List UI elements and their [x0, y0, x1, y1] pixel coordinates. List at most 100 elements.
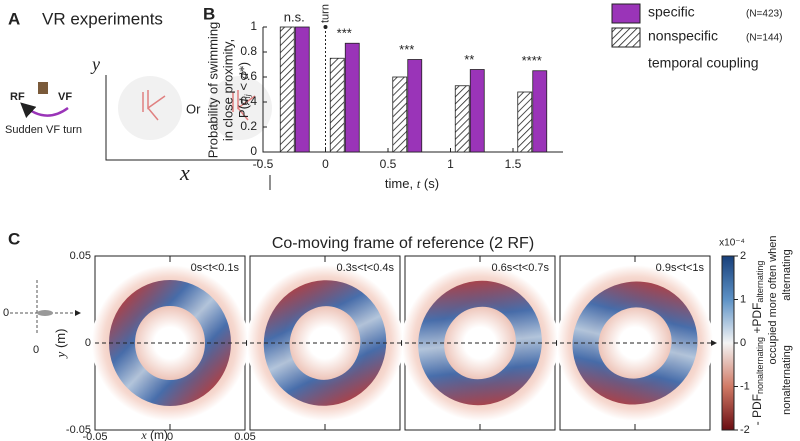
legend: specific (N=423) nonspecific (N=144) tempora… — [611, 3, 782, 71]
turn-dot — [323, 25, 328, 29]
bar — [532, 70, 548, 153]
legend-count: (N=423) — [746, 9, 782, 20]
vf-label: VF — [58, 91, 72, 103]
colorbar-label: nonalternating — [781, 345, 793, 415]
x-tick-label: 1 — [447, 157, 454, 171]
colorbar-label: - PDFnonalternating +PDFalternating — [750, 261, 765, 426]
x-axis-label: time, t (s) — [385, 176, 439, 191]
y-tick-label: -0.05 — [66, 424, 91, 436]
x-tick-label: 0.05 — [234, 431, 255, 441]
legend-label: nonspecific — [648, 28, 718, 44]
bar — [469, 69, 485, 153]
bar-chart: 00.20.40.60.81-0.5 0 0.5 1 1.5turnn.s.******… — [240, 4, 563, 171]
label-part: d — [236, 98, 251, 105]
fish-icon — [37, 310, 53, 316]
x-tick-label: -0.5 — [253, 157, 274, 171]
y-tick-label: 0.05 — [70, 250, 91, 262]
y-axis-label: in close proximity, — [220, 39, 235, 141]
legend-note: temporal coupling — [648, 55, 759, 71]
label-part: time, — [385, 176, 417, 191]
legend-swatch — [611, 3, 641, 24]
y-tick-label: 0.2 — [240, 119, 257, 133]
x-tick-label: 0 — [167, 431, 173, 441]
arena — [208, 76, 272, 140]
x-tick-label: 0.5 — [380, 157, 397, 171]
label-part: t — [417, 176, 421, 191]
turn-label: turn — [319, 4, 331, 23]
colorbar-tick-label: 0 — [740, 337, 746, 349]
bar — [517, 91, 533, 153]
bar — [344, 42, 360, 153]
turn-arrow — [20, 102, 69, 118]
x-axis-label: x — [179, 160, 190, 185]
legend-swatch — [611, 27, 641, 48]
y-tick-label: 0.8 — [240, 44, 257, 58]
heatmap-ring — [572, 281, 698, 405]
trajectory-icon — [232, 90, 256, 121]
x-tick-label: 1.5 — [505, 157, 522, 171]
bar — [454, 85, 470, 153]
or-label: Or — [186, 101, 201, 116]
y-tick-label: 0 — [85, 337, 91, 349]
label-part: - PDF — [750, 394, 764, 425]
y-axis-label: P(dij < d*) — [236, 62, 252, 118]
significance-label: *** — [399, 42, 414, 57]
significance-label: n.s. — [284, 9, 305, 24]
colorbar-label: alternating — [781, 249, 793, 300]
label-part: P( — [236, 104, 251, 118]
trajectory-icon — [142, 90, 166, 121]
heatmap-ring — [263, 280, 387, 406]
x-tick-label: 0 — [322, 157, 329, 171]
colorbar-tick-label: 1 — [740, 293, 746, 305]
rf-label: RF — [10, 91, 25, 103]
label-part: +PDF — [750, 303, 764, 337]
panel-time-label: 0.3s<t<0.4s — [337, 262, 395, 274]
panel-label: B — [203, 4, 215, 23]
legend-label: specific — [648, 4, 695, 20]
y-axis-label: y (m) — [53, 329, 68, 360]
label-part: y — [53, 351, 68, 359]
metronome-icon — [38, 82, 48, 94]
colorbar-tick-label: -2 — [740, 424, 750, 436]
axes — [105, 75, 260, 161]
arena — [118, 76, 182, 140]
label-part: nonalternating — [755, 337, 765, 394]
schematic-label: 0 — [33, 344, 39, 356]
colorbar-label: occupied more often when — [767, 235, 779, 364]
colorbar-tick-label: 2 — [740, 250, 746, 262]
label-part: < — [236, 79, 251, 94]
label-part: alternating — [755, 261, 765, 303]
heatmaps: 0s<t<0.1s 0.05 0 -0.05-0.05 0 0.05 0.3s<t<0.4s… — [66, 250, 750, 441]
legend-count: (N=144) — [746, 33, 782, 44]
colorbar-exponent: x10⁻⁴ — [719, 238, 745, 249]
x-tick-label: -0.05 — [82, 431, 107, 441]
panel-time-label: 0.6s<t<0.7s — [492, 262, 550, 274]
significance-label: *** — [337, 26, 352, 41]
x-axis-label: x (m) — [140, 428, 168, 441]
y-axis-label: Probability of swimming — [205, 22, 220, 159]
panel-title: VR experiments — [42, 9, 163, 28]
label-part: ij — [243, 93, 252, 98]
significance-label: ** — [464, 52, 474, 67]
label-part: (m) — [147, 428, 168, 441]
schematic-label: 0 — [3, 307, 9, 319]
colorbar-tick-label: -1 — [740, 380, 750, 392]
bar — [294, 26, 310, 153]
panel-label: C — [8, 229, 20, 248]
bar — [407, 59, 423, 153]
bar — [329, 57, 345, 153]
label-part: d* — [236, 66, 251, 80]
panel-title: Co-moving frame of reference (2 RF) — [272, 235, 534, 252]
y-tick-label: 0.6 — [240, 69, 257, 83]
bar — [279, 26, 295, 153]
y-tick-label: 0 — [250, 144, 257, 158]
bar — [392, 76, 408, 153]
colorbar — [721, 255, 735, 431]
label-part: ) — [236, 62, 251, 66]
panel-time-label: 0.9s<t<1s — [656, 262, 705, 274]
y-axis-label: y — [90, 54, 100, 74]
panel-label: A — [8, 9, 20, 28]
